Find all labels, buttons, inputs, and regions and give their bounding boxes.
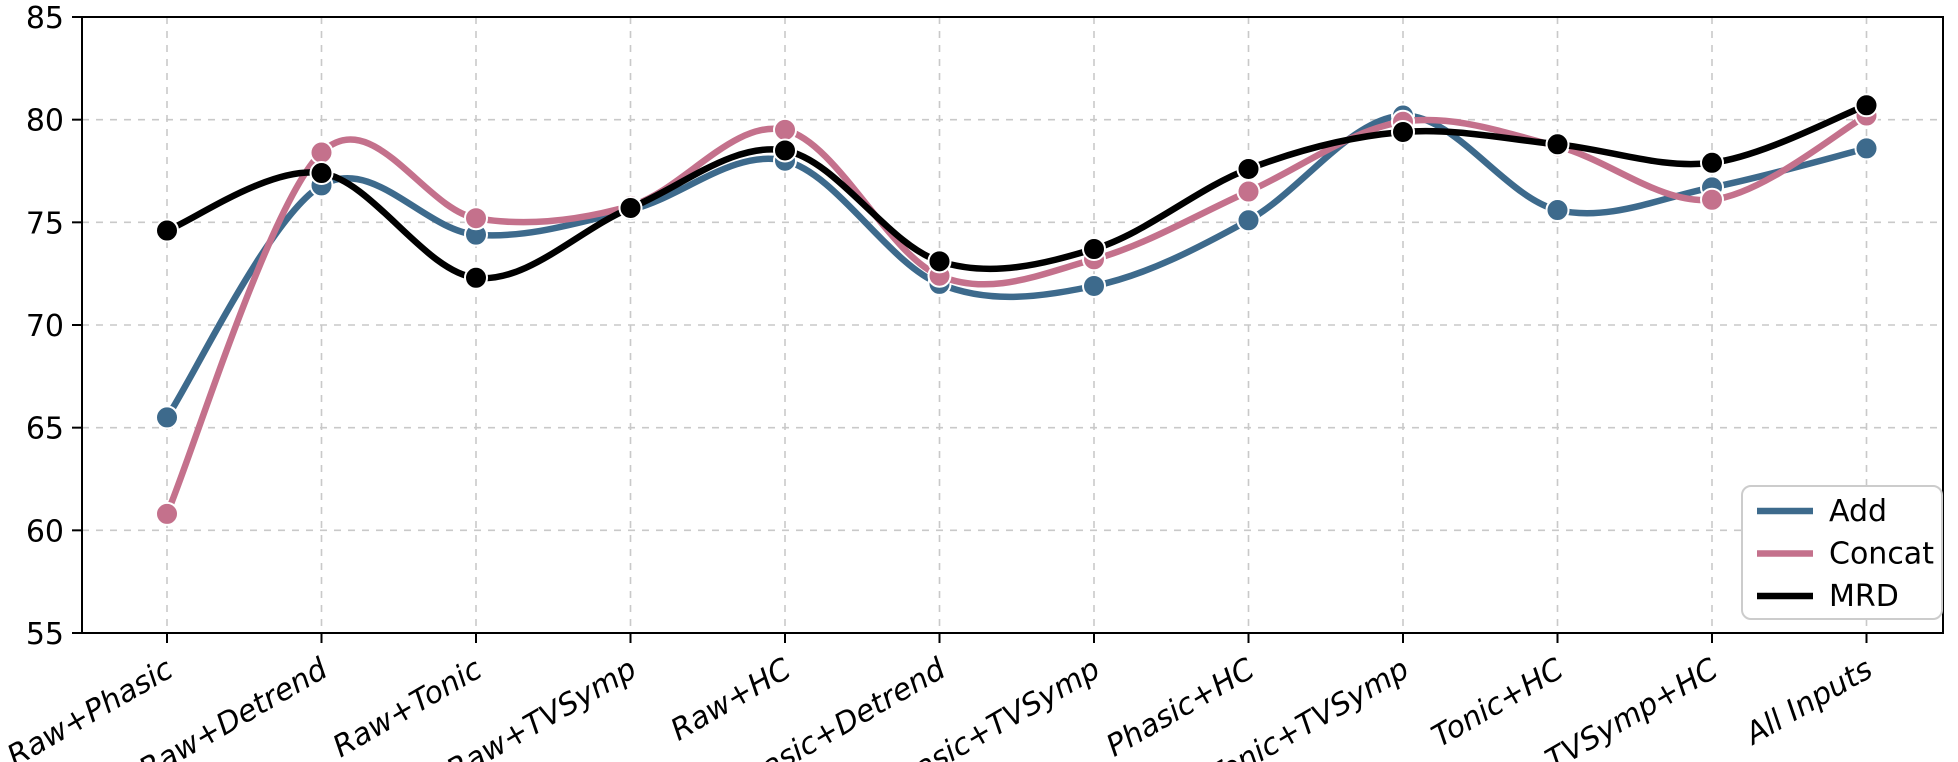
data-point-marker [309,140,334,165]
data-point-marker [464,206,488,231]
data-point-marker [1082,237,1106,262]
data-point-marker [1545,198,1570,223]
data-point-marker [1700,150,1724,175]
legend-entry: MRD [1757,579,1899,614]
data-point-marker [155,218,179,243]
y-tick-label: 70 [26,309,64,344]
y-tick-label: 60 [26,514,64,549]
data-point-marker [1854,136,1879,161]
data-point-marker [155,501,179,526]
data-point-marker [1236,179,1261,204]
data-point-marker [773,138,797,163]
y-tick-label: 80 [26,104,64,139]
series-mrd [155,93,1879,290]
legend-label: MRD [1829,579,1899,614]
data-point-marker [155,405,179,430]
y-axis: 55 60 65 70 75 80 85 [26,1,82,652]
data-point-marker [1236,156,1261,181]
data-point-marker [618,195,643,220]
legend: Add Concat MRD [1741,485,1943,620]
y-tick-label: 65 [26,412,64,447]
legend-label: Add [1829,494,1887,529]
legend-box [1741,485,1943,620]
data-point-marker [1700,187,1724,212]
legend-label: Concat [1829,537,1934,572]
data-point-marker [927,249,952,274]
data-point-marker [464,265,488,290]
y-tick-label: 85 [26,1,64,36]
data-point-marker [1082,273,1106,298]
data-point-marker [309,161,334,186]
data-point-marker [1545,132,1570,157]
y-tick-label: 55 [26,617,64,652]
data-point-marker [1391,119,1415,144]
y-tick-label: 75 [26,206,64,241]
data-point-marker [1854,93,1879,118]
series-add [155,103,1879,430]
legend-entry: Concat [1757,537,1934,572]
data-point-marker [773,117,797,142]
legend-entry: Add [1757,494,1887,529]
data-point-marker [1236,208,1261,233]
